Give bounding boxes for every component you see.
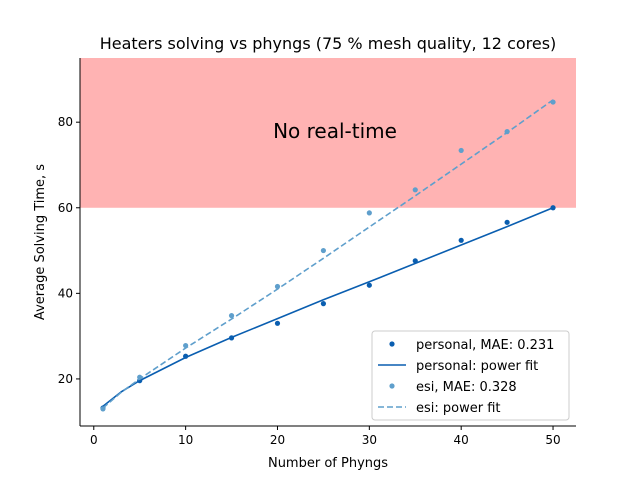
legend-box bbox=[371, 330, 570, 421]
x-tick-label-2: 20 bbox=[270, 433, 285, 447]
y-axis-label: Average Solving Time, s bbox=[33, 164, 48, 320]
series-point-2-8 bbox=[458, 147, 464, 154]
x-axis-label: Number of Phyngs bbox=[268, 456, 388, 471]
legend-swatch-2 bbox=[389, 383, 395, 389]
legend-label-2: esi, MAE: 0.328 bbox=[416, 380, 517, 395]
series-point-2-5 bbox=[320, 247, 327, 254]
series-point-2-6 bbox=[366, 210, 372, 216]
series-point-2-7 bbox=[412, 187, 418, 193]
region-label: No real-time bbox=[273, 119, 397, 143]
x-tick-label-5: 50 bbox=[545, 433, 560, 447]
y-tick-label-1: 40 bbox=[58, 286, 73, 300]
y-tick-label-2: 60 bbox=[58, 201, 73, 215]
series-point-0-9 bbox=[504, 219, 510, 225]
legend-label-1: personal: power fit bbox=[416, 359, 538, 374]
legend-swatch-0 bbox=[389, 341, 395, 347]
y-tick-label-0: 20 bbox=[58, 372, 73, 386]
x-tick-label-4: 40 bbox=[454, 433, 469, 447]
series-layer bbox=[100, 99, 556, 412]
y-tick-label-3: 80 bbox=[58, 115, 73, 129]
series-point-0-4 bbox=[274, 320, 281, 326]
series-point-2-3 bbox=[228, 313, 235, 319]
region-layer bbox=[80, 58, 576, 208]
chart-title: Heaters solving vs phyngs (75 % mesh qua… bbox=[100, 34, 557, 53]
x-tick-label-0: 0 bbox=[90, 433, 98, 447]
x-tick-label-1: 10 bbox=[178, 433, 193, 447]
series-line-3 bbox=[102, 99, 554, 409]
series-point-0-6 bbox=[366, 282, 372, 288]
legend-label-0: personal, MAE: 0.231 bbox=[416, 338, 554, 353]
series-point-0-8 bbox=[458, 237, 464, 243]
series-point-2-4 bbox=[274, 283, 281, 290]
axes-layer: 0 10 20 30 40 50 20 40 60 80 bbox=[58, 58, 576, 447]
x-tick-label-3: 30 bbox=[362, 433, 377, 447]
series-line-1 bbox=[102, 207, 554, 407]
legend-layer: personal, MAE: 0.231 personal: power fit e… bbox=[371, 330, 570, 421]
series-point-0-5 bbox=[320, 301, 327, 307]
legend-label-3: esi: power fit bbox=[416, 401, 501, 416]
no-realtime-region bbox=[80, 58, 576, 208]
